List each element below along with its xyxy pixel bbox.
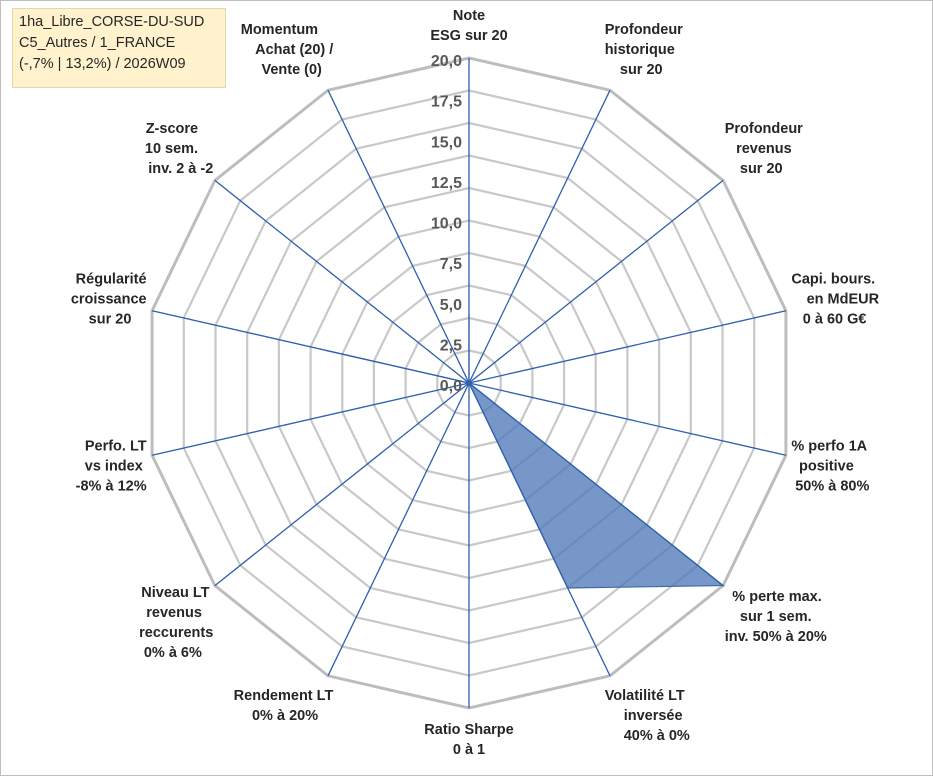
- data-point: [468, 314, 470, 316]
- axis-label-line: 10 sem.: [145, 141, 198, 157]
- tick-label: 20,0: [431, 53, 462, 70]
- axis-label-line: Profondeur: [605, 22, 683, 38]
- axis-label-line: Note: [453, 8, 485, 24]
- axis-label-line: positive: [799, 458, 854, 474]
- axis-label-line: en MdEUR: [807, 292, 880, 308]
- axis-label: % perte max. sur 1 sem. inv. 50% à 20%: [725, 589, 827, 645]
- axis-label-line: historique: [605, 42, 675, 58]
- axis-label-line: Z-score: [146, 121, 198, 137]
- axis-label-line: Capi. bours.: [791, 272, 875, 288]
- axis-label: Z-score 10 sem. inv. 2 à -2: [145, 121, 213, 177]
- axis-label-line: inv. 2 à -2: [148, 161, 213, 177]
- axis-label-line: Rendement LT: [234, 688, 334, 704]
- axis-spoke: [468, 382, 724, 587]
- axis-label-line: 50% à 80%: [795, 478, 869, 494]
- axis-label-line: 0% à 20%: [252, 708, 318, 724]
- axis-label-line: croissance: [71, 292, 147, 308]
- axis-label-line: sur 1 sem.: [740, 609, 812, 625]
- tick-label: 2,5: [440, 337, 462, 354]
- axis-label: Capi. bours. en MdEUR 0 à 60 G€: [791, 272, 879, 328]
- axis-label-line: Vente (0): [261, 62, 322, 78]
- axis-label-line: Niveau LT: [141, 585, 209, 601]
- axis-label-line: Perfo. LT: [85, 438, 147, 454]
- axis-label: Note ESG sur 20: [430, 8, 507, 44]
- axis-label-line: revenus: [146, 605, 202, 621]
- tick-label: 10,0: [431, 216, 462, 233]
- axis-spoke: [468, 89, 611, 384]
- axis-label-line: sur 20: [620, 62, 663, 78]
- tick-label: 12,5: [431, 175, 462, 192]
- axis-label: % perfo 1A positive 50% à 80%: [791, 438, 869, 494]
- axis-label: Momentum Achat (20) / Vente (0): [241, 22, 334, 78]
- axis-label-line: sur 20: [89, 312, 132, 328]
- axis-label-line: Achat (20) /: [255, 42, 333, 58]
- series-area-0: [326, 314, 725, 589]
- axis-label-line: 0 à 1: [453, 742, 485, 758]
- axis-label-line: inversée: [624, 708, 683, 724]
- axis-spoke: [468, 310, 787, 384]
- axis-spoke: [468, 382, 787, 456]
- axis-label-line: reccurents: [139, 625, 213, 641]
- axis-label-line: -8% à 12%: [76, 478, 147, 494]
- axis-label: Rendement LT 0% à 20%: [234, 688, 334, 724]
- data-point: [468, 382, 470, 384]
- axis-label-line: % perte max.: [732, 589, 821, 605]
- axis-label-line: inv. 50% à 20%: [725, 629, 827, 645]
- tick-label: 7,5: [440, 256, 462, 273]
- axis-label: Profondeur historique sur 20: [605, 22, 683, 78]
- axis-label: Ratio Sharpe 0 à 1: [424, 722, 513, 758]
- axis-label: Régularité croissance sur 20: [71, 272, 147, 328]
- axis-label-line: Profondeur: [725, 121, 803, 137]
- axis-label-line: 0% à 6%: [144, 645, 202, 661]
- tick-label: 0,0: [440, 378, 462, 395]
- axis-label: Profondeur revenus sur 20: [725, 121, 803, 177]
- axis-label-line: Ratio Sharpe: [424, 722, 513, 738]
- tick-label: 17,5: [431, 94, 462, 111]
- data-point: [722, 584, 724, 587]
- info-line-2: C5_Autres / 1_FRANCE: [19, 35, 176, 51]
- axis-label-line: 40% à 0%: [624, 728, 690, 744]
- data-point: [325, 349, 328, 352]
- axis-label-line: ESG sur 20: [430, 28, 507, 44]
- axis-label-line: sur 20: [740, 161, 783, 177]
- axis-label-line: Volatilité LT: [605, 688, 685, 704]
- axis-label-line: revenus: [736, 141, 792, 157]
- info-box: 1ha_Libre_CORSE-DU-SUD C5_Autres / 1_FRA…: [12, 8, 226, 88]
- axis-spoke: [468, 179, 724, 384]
- axis-label-line: vs index: [85, 458, 143, 474]
- axis-spoke: [151, 382, 470, 456]
- axis-spoke: [214, 382, 470, 587]
- axis-label: Perfo. LT vs index -8% à 12%: [76, 438, 147, 494]
- axis-label-line: 0 à 60 G€: [803, 312, 867, 328]
- axis-spoke: [468, 382, 611, 677]
- axis-label-line: Momentum: [241, 22, 318, 38]
- axis-label: Niveau LT revenus reccurents 0% à 6%: [139, 585, 213, 661]
- data-point: [566, 587, 569, 589]
- axis-spoke: [151, 310, 470, 384]
- info-line-1: 1ha_Libre_CORSE-DU-SUD: [19, 14, 205, 30]
- axis-spoke: [327, 382, 470, 677]
- axis-label: Volatilité LT inversée 40% à 0%: [605, 688, 690, 744]
- axis-spoke: [327, 89, 470, 384]
- axis-label-line: Régularité: [76, 272, 147, 288]
- info-line-3: (-,7% | 13,2%) / 2026W09: [19, 56, 186, 72]
- tick-label: 15,0: [431, 134, 462, 151]
- axis-label-line: % perfo 1A: [791, 438, 867, 454]
- tick-label: 5,0: [440, 297, 462, 314]
- axis-spoke: [214, 179, 470, 384]
